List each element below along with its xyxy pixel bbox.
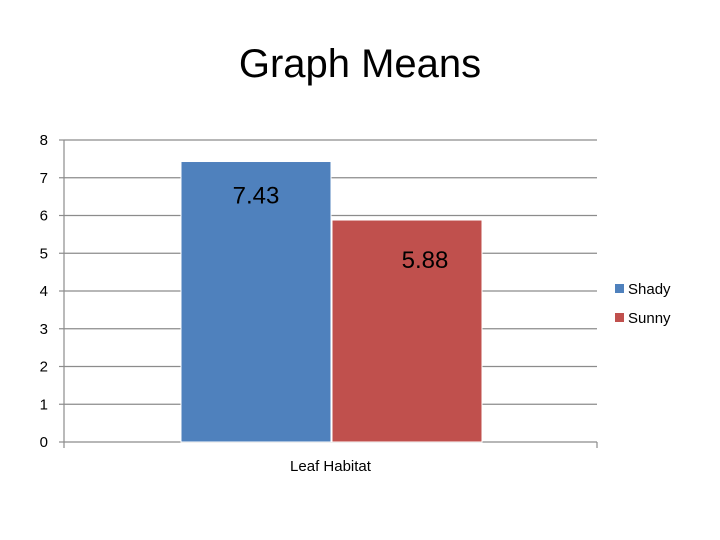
bar-shady bbox=[180, 161, 332, 443]
bar-sunny bbox=[331, 219, 483, 443]
x-category-label: Leaf Habitat bbox=[290, 458, 372, 475]
y-tick-label-5: 5 bbox=[40, 245, 48, 262]
data-label-sunny: 5.88 bbox=[402, 247, 449, 274]
y-tick-label-3: 3 bbox=[40, 321, 48, 338]
y-tick-label-7: 7 bbox=[40, 170, 48, 187]
y-tick-label-1: 1 bbox=[40, 396, 48, 413]
y-tick-label-2: 2 bbox=[40, 359, 48, 376]
legend-label-shady: Shady bbox=[628, 281, 671, 298]
y-tick-label-0: 0 bbox=[40, 434, 48, 451]
legend-swatch-shady bbox=[615, 284, 624, 293]
legend-label-sunny: Sunny bbox=[628, 310, 671, 327]
y-tick-label-4: 4 bbox=[40, 283, 48, 300]
y-tick-label-8: 8 bbox=[40, 132, 48, 149]
y-tick-label-6: 6 bbox=[40, 208, 48, 225]
legend-swatch-sunny bbox=[615, 313, 624, 322]
data-label-shady: 7.43 bbox=[233, 183, 280, 210]
chart-title: Graph Means bbox=[238, 42, 482, 86]
